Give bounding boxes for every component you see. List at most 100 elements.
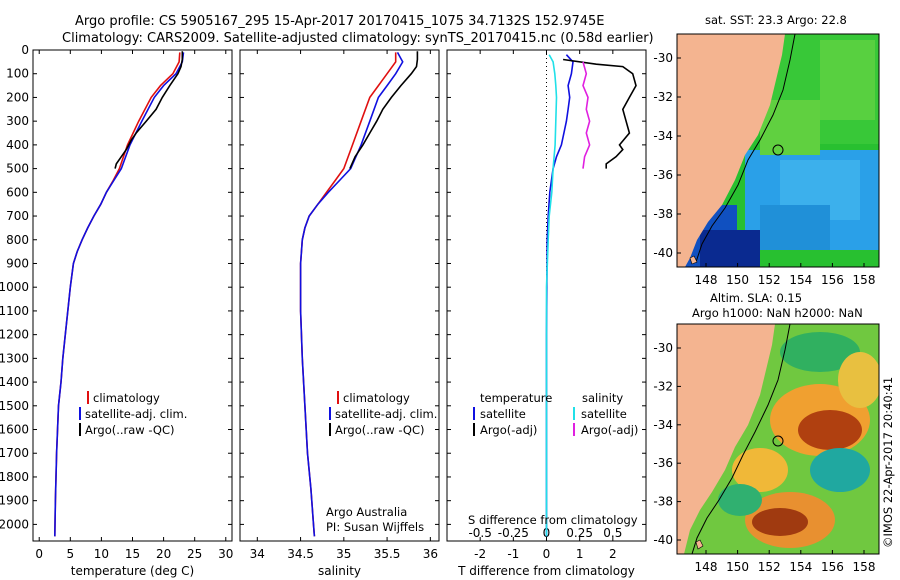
series-t-argo-adj- [562, 58, 637, 169]
y-tick-label: 700 [6, 209, 29, 223]
x-axis-label: temperature (deg C) [71, 564, 194, 578]
y-tick-label: 900 [6, 256, 29, 270]
x-tick-label: 5 [66, 547, 74, 561]
x-tick-label: 20 [156, 547, 171, 561]
lon-tick-label: 156 [821, 273, 844, 287]
y-tick-label: 0 [21, 43, 29, 57]
lat-tick-label: -40 [653, 533, 673, 547]
y-tick-label: 1500 [0, 399, 29, 413]
top-x-tick-label: 0.5 [603, 526, 622, 540]
legend-label: satellite [581, 407, 627, 421]
lon-tick-label: 150 [726, 560, 749, 574]
watermark: ©IMOS 22-Apr-2017 20:40:41 [881, 377, 895, 548]
y-tick-label: 1700 [0, 446, 29, 460]
sla-map-ticks: -30 -32 -34 -36 -38 -40 148 150 152 154 156 158 [653, 341, 875, 574]
x-tick-label: 15 [125, 547, 140, 561]
x-axis-label: salinity [318, 564, 361, 578]
y-tick-label: 100 [6, 67, 29, 81]
x-tick-label: 36 [423, 547, 438, 561]
legend-label: Argo(..raw -QC) [85, 423, 175, 437]
plot-frame [239, 49, 440, 542]
lat-tick-label: -38 [653, 495, 673, 509]
x-tick-label: 10 [94, 547, 109, 561]
lat-tick-label: -30 [653, 51, 673, 65]
x-tick-label: 1 [576, 547, 584, 561]
x-tick-label: 25 [187, 547, 202, 561]
lat-tick-label: -32 [653, 379, 673, 393]
argo-location-marker [772, 435, 784, 447]
x-tick-label: 34.5 [287, 547, 314, 561]
series-s-argo-adj- [582, 61, 591, 169]
legend-label: Argo(-adj) [480, 423, 537, 437]
sla-map-title-line1: Altim. SLA: 0.15 [710, 291, 802, 305]
plot-frame [32, 49, 233, 542]
legend-label: climatology [343, 391, 410, 405]
lon-tick-label: 158 [853, 560, 876, 574]
lon-tick-label: 158 [853, 273, 876, 287]
series-t-satellite [545, 54, 574, 537]
series-s-satellite [545, 54, 558, 537]
temperature-legend: climatology satellite-adj. clim. Argo(..… [79, 391, 187, 437]
legend-label: Argo(-adj) [581, 423, 638, 437]
x-tick-label: 30 [218, 547, 233, 561]
sst-map-title: sat. SST: 23.3 Argo: 22.8 [705, 13, 847, 27]
x-tick-label: 0 [543, 547, 551, 561]
y-tick-label: 500 [6, 162, 29, 176]
lon-tick-label: 156 [821, 560, 844, 574]
y-tick-label: 200 [6, 90, 29, 104]
lon-tick-label: 152 [758, 273, 781, 287]
salinity-panel: 34 34.5 35 35.5 36 salinity [239, 49, 440, 578]
sst-map-ticks: -30 -32 -34 -36 -38 -40 148 150 152 154 156 158 [653, 51, 875, 287]
difference-panel: -2 -1 0 1 2-0.5 -0.25 0 0.25 0.5T difference fro… [446, 49, 647, 578]
lat-tick-label: -34 [653, 418, 673, 432]
legend-label: satellite [480, 407, 526, 421]
sst-map [676, 33, 880, 268]
title-line1: Argo profile: CS 5905167_295 15-Apr-2017… [75, 14, 605, 29]
top-x-tick-label: 0.25 [566, 526, 593, 540]
y-tick-label: 300 [6, 114, 29, 128]
lat-tick-label: -36 [653, 168, 673, 182]
annotation-pi: PI: Susan Wijffels [326, 520, 424, 534]
difference-legend: temperature satellite Argo(-adj) salinit… [468, 391, 638, 527]
sla-map [676, 323, 880, 555]
series-satellite-adj-clim- [54, 52, 185, 537]
lat-tick-label: -36 [653, 456, 673, 470]
y-tick-label: 2000 [0, 517, 29, 531]
top-x-tick-label: -0.25 [498, 526, 529, 540]
lat-tick-label: -32 [653, 90, 673, 104]
lat-tick-label: -34 [653, 129, 673, 143]
series-climatology [299, 52, 397, 537]
temperature-panel: 0100200300400500600700800900100011001200… [0, 43, 233, 578]
legend-title-salinity: salinity [582, 391, 623, 405]
x-tick-label: 35.5 [374, 547, 401, 561]
x-tick-label: -1 [507, 547, 519, 561]
lon-tick-label: 154 [789, 273, 812, 287]
lon-tick-label: 154 [789, 560, 812, 574]
y-tick-label: 1400 [0, 375, 29, 389]
lat-tick-label: -38 [653, 207, 673, 221]
lon-tick-label: 152 [758, 560, 781, 574]
series-climatology [54, 52, 181, 537]
legend-label: satellite-adj. clim. [335, 407, 437, 421]
top-axis-label: S difference from climatology [468, 513, 638, 527]
lat-tick-label: -40 [653, 246, 673, 260]
series-argo-raw-qc- [114, 51, 184, 169]
lon-tick-label: 148 [695, 273, 718, 287]
y-tick-label: 1900 [0, 494, 29, 508]
sla-map-title-line2: Argo h1000: NaN h2000: NaN [692, 306, 863, 320]
annotation-argo-australia: Argo Australia [326, 505, 407, 519]
y-tick-label: 1000 [0, 280, 29, 294]
series-argo-raw-qc- [349, 51, 419, 169]
legend-label: climatology [93, 391, 160, 405]
legend-label: satellite-adj. clim. [85, 407, 187, 421]
lon-tick-label: 148 [695, 560, 718, 574]
y-tick-label: 800 [6, 233, 29, 247]
title-line2: Climatology: CARS2009. Satellite-adjuste… [62, 31, 654, 46]
x-tick-label: -2 [474, 547, 486, 561]
x-axis-label: T difference from climatology [457, 564, 635, 578]
lat-tick-label: -30 [653, 341, 673, 355]
argo-location-marker [772, 144, 784, 156]
y-tick-label: 400 [6, 138, 29, 152]
legend-label: Argo(..raw -QC) [335, 423, 425, 437]
